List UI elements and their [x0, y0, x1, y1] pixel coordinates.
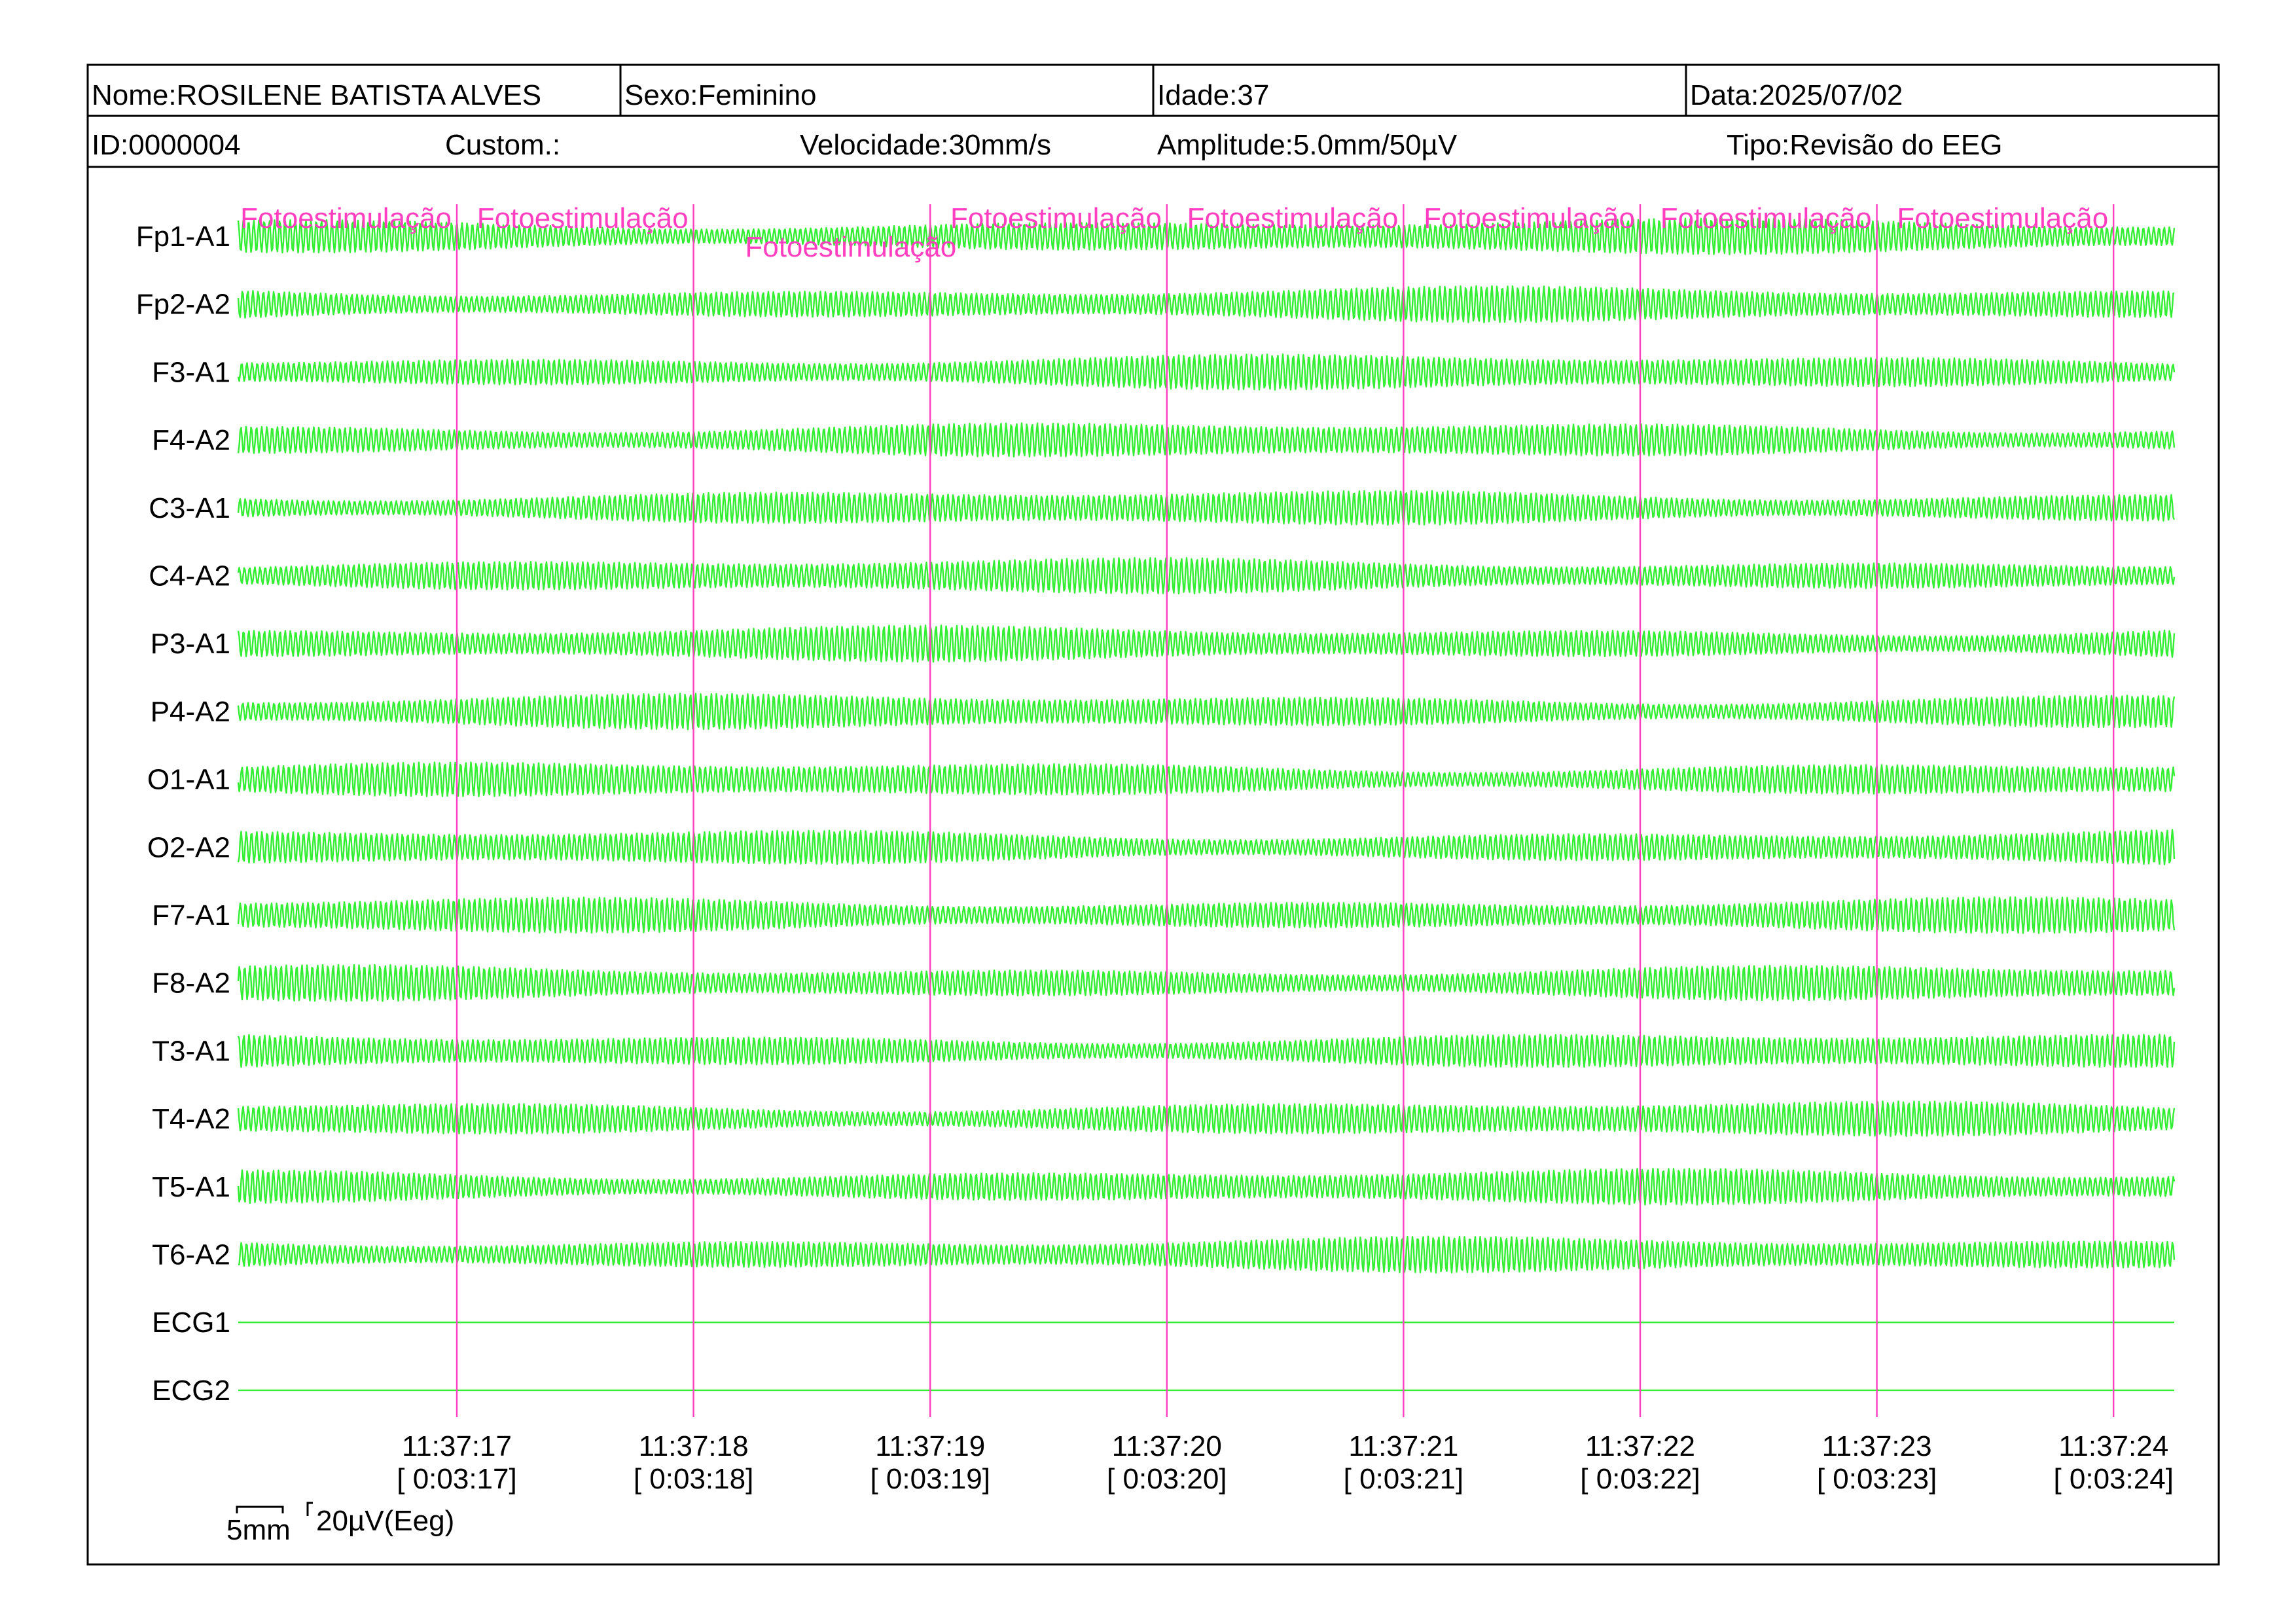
- photic-stimulation-markers: Fotoestimulação FotoestimulaçãoFotoestimu…: [240, 202, 2115, 1417]
- eeg-trace: [237, 217, 2176, 255]
- elapsed-time-label: [ 0:03:22]: [1580, 1463, 1700, 1495]
- patient-age-field: Idade:37: [1157, 79, 1269, 111]
- channel-labels: Fp1-A1 Fp2-A2 F3-A1 F4-A2 C3-A1 C4-A2 P3-A1 P4-…: [136, 221, 230, 1407]
- channel-label: F7-A1: [152, 899, 230, 931]
- channel-label: T4-A2: [152, 1103, 230, 1135]
- elapsed-time-label: [ 0:03:20]: [1107, 1463, 1227, 1495]
- eeg-trace: [237, 896, 2176, 934]
- event-marker-label: Fotoestimulação: [240, 202, 452, 234]
- clock-time-label: 11:37:24: [2058, 1430, 2168, 1462]
- channel-label: ECG2: [152, 1375, 230, 1407]
- elapsed-time-label: [ 0:03:18]: [634, 1463, 753, 1495]
- clock-time-label: 11:37:23: [1822, 1430, 1932, 1462]
- speed-field: Velocidade:30mm/s: [800, 129, 1051, 161]
- patient-name-field: Nome:ROSILENE BATISTA ALVES: [92, 79, 541, 111]
- clock-time-label: 11:37:17: [402, 1430, 512, 1462]
- channel-label: ECG1: [152, 1307, 230, 1339]
- elapsed-time-label: [ 0:03:17]: [397, 1463, 516, 1495]
- time-axis: 11:37:17[ 0:03:17] 11:37:18[ 0:03:18] 11:3…: [397, 1430, 2174, 1495]
- channel-label: O2-A2: [147, 831, 230, 863]
- event-marker-label: Fotoestimulação: [745, 231, 956, 263]
- channel-label: Fp2-A2: [136, 289, 230, 321]
- event-marker-label: Fotoestimulação: [477, 202, 689, 234]
- channel-label: T5-A1: [152, 1171, 230, 1203]
- channel-label: T6-A2: [152, 1239, 230, 1271]
- clock-time-label: 11:37:18: [639, 1430, 749, 1462]
- event-marker-label: Fotoestimulação: [1424, 202, 1635, 234]
- eeg-trace: [237, 1034, 2176, 1068]
- elapsed-time-label: [ 0:03:24]: [2053, 1463, 2173, 1495]
- channel-label: C3-A1: [149, 492, 230, 524]
- report-frame: [86, 63, 2220, 1566]
- event-marker-label: Fotoestimulação: [1187, 202, 1399, 234]
- event-marker-label: Fotoestimulação: [950, 202, 1162, 234]
- elapsed-time-label: [ 0:03:23]: [1817, 1463, 1937, 1495]
- eeg-trace: [237, 422, 2176, 458]
- channel-label: O1-A1: [147, 764, 230, 796]
- patient-sex-field: Sexo:Feminino: [624, 79, 817, 111]
- eeg-trace: [237, 1100, 2176, 1137]
- exam-date-field: Data:2025/07/02: [1690, 79, 1903, 111]
- time-scale-label: 5mm: [226, 1514, 291, 1546]
- clock-time-label: 11:37:22: [1585, 1430, 1695, 1462]
- channel-label: P3-A1: [151, 628, 230, 660]
- amplitude-field: Amplitude:5.0mm/50µV: [1157, 129, 1458, 161]
- eeg-trace: [237, 556, 2176, 595]
- custom-field: Custom.:: [445, 129, 560, 161]
- channel-label: F8-A2: [152, 967, 230, 1000]
- channel-label: F3-A1: [152, 356, 230, 388]
- eeg-trace: [237, 1167, 2176, 1206]
- event-marker-label: Fotoestimulação: [1897, 202, 2108, 234]
- time-scale-bracket-icon: [236, 1506, 284, 1513]
- amplitude-scale-label: 20µV(Eeg): [316, 1505, 454, 1537]
- elapsed-time-label: [ 0:03:21]: [1344, 1463, 1463, 1495]
- eeg-trace: [237, 624, 2176, 663]
- eeg-traces: [237, 217, 2176, 1392]
- eeg-trace: [237, 285, 2175, 323]
- review-type-field: Tipo:Revisão do EEG: [1727, 129, 2002, 161]
- eeg-trace: [238, 1235, 2176, 1274]
- scale-bar: 5mm 20µV(Eeg): [226, 1502, 454, 1546]
- channel-label: P4-A2: [151, 696, 230, 728]
- channel-label: C4-A2: [149, 560, 230, 592]
- eeg-trace: [237, 693, 2176, 731]
- channel-label: Fp1-A1: [136, 221, 230, 253]
- channel-label: T3-A1: [152, 1035, 230, 1067]
- clock-time-label: 11:37:19: [875, 1430, 985, 1462]
- elapsed-time-label: [ 0:03:19]: [870, 1463, 990, 1495]
- event-marker-label: Fotoestimulação: [1660, 202, 1872, 234]
- clock-time-label: 11:37:20: [1112, 1430, 1222, 1462]
- eeg-trace: [237, 353, 2176, 391]
- channel-label: F4-A2: [152, 424, 230, 456]
- amplitude-scale-bracket-icon: [306, 1502, 313, 1516]
- eeg-trace: [237, 964, 2176, 1002]
- patient-id-field: ID:0000004: [92, 129, 241, 161]
- eeg-trace: [237, 829, 2176, 865]
- eeg-trace: [237, 490, 2176, 526]
- eeg-trace: [237, 761, 2176, 797]
- clock-time-label: 11:37:21: [1348, 1430, 1458, 1462]
